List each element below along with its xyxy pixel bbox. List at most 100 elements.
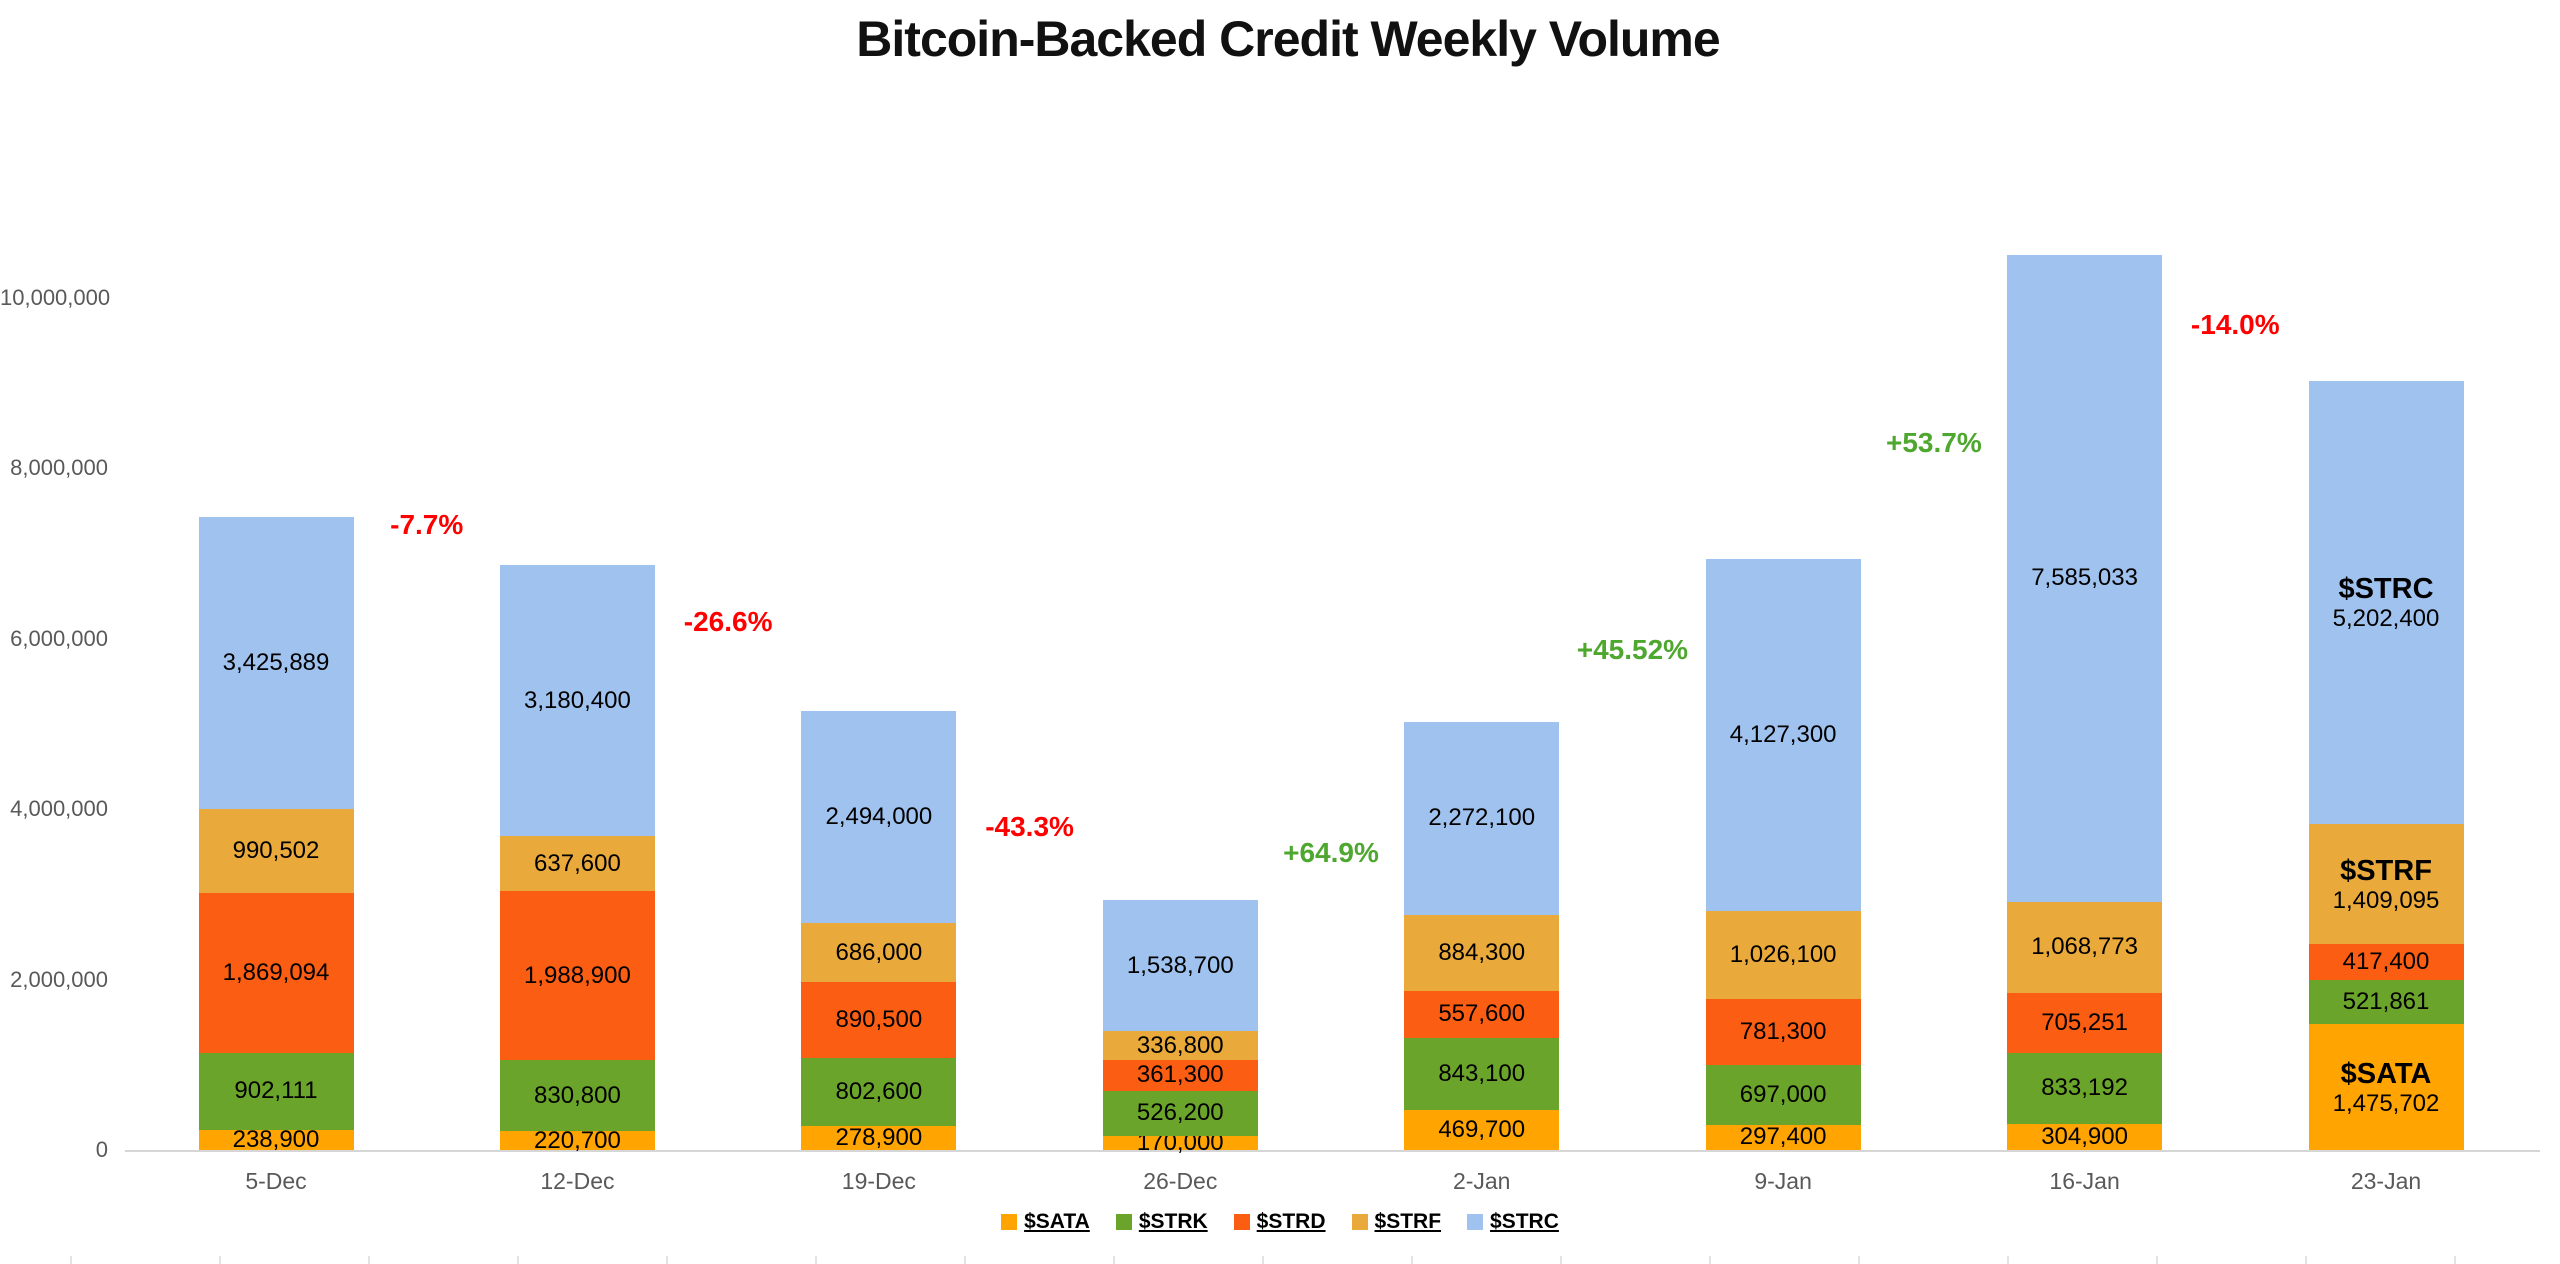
- bar-segment-value: 3,425,889: [222, 648, 330, 676]
- bar-segment-value: 1,475,702: [2332, 1090, 2440, 1118]
- bar-segment-strf: 1,068,773: [2007, 901, 2163, 993]
- bar-segment-sata: 220,700: [499, 1127, 655, 1153]
- bottom-tick: [1411, 1256, 1413, 1264]
- y-axis-tick-label: 4,000,000: [10, 796, 108, 821]
- x-axis-category-label: 5-Dec: [245, 1168, 307, 1194]
- bar-segment-value: 7,585,033: [2031, 564, 2138, 592]
- legend-label: $STRD: [1256, 1210, 1326, 1233]
- legend-swatch: [1351, 1214, 1368, 1230]
- y-axis-tick-label: 6,000,000: [10, 625, 108, 651]
- bar-segment-value: 781,300: [1739, 1017, 1827, 1045]
- legend-label: $STRK: [1138, 1210, 1208, 1233]
- bar-segment-value: 2,272,100: [1428, 804, 1536, 832]
- bottom-tick: [964, 1256, 966, 1264]
- bar-segment-sata: 304,900: [2007, 1123, 2163, 1150]
- bar-segment-strk: 697,000: [1705, 1065, 1861, 1125]
- bar-segment-value: 990,502: [232, 837, 320, 865]
- pct-change-label: +64.9%: [1283, 837, 1379, 869]
- bar-segment-name: $STRF: [2340, 855, 2432, 888]
- bottom-tick: [2454, 1256, 2456, 1264]
- legend-swatch: [1233, 1214, 1250, 1230]
- legend: $SATA $STRK $STRD $STRF $STRC: [0, 1210, 2560, 1234]
- bar-segment-value: 5,202,400: [2332, 605, 2440, 633]
- bar-segment-name: $SATA: [2340, 1058, 2432, 1091]
- bar-segment-strf: 686,000: [801, 923, 957, 982]
- bar-segment-value: 297,400: [1739, 1123, 1827, 1151]
- x-axis-category-label: 12-Dec: [540, 1168, 615, 1194]
- bar-segment-value: 336,800: [1136, 1031, 1224, 1059]
- x-axis-category-label: 16-Jan: [2049, 1168, 2120, 1194]
- bar-segment-sata: 238,900: [198, 1125, 354, 1153]
- bottom-tick: [815, 1256, 817, 1264]
- legend-label: $SATA: [1024, 1210, 1090, 1233]
- bar-stack-12-dec: 220,700 830,800 1,988,900 637,600 3,180,400: [499, 565, 655, 1153]
- bar-segment-value: 220,700: [534, 1126, 621, 1154]
- bar-segment-value: 843,100: [1438, 1060, 1526, 1088]
- bar-segment-strc: 1,538,700: [1102, 899, 1258, 1032]
- bar-segment-name: $STRC: [2338, 573, 2434, 606]
- pct-change-label: -14.0%: [2190, 308, 2280, 340]
- bar-segment-strd: 1,988,900: [499, 890, 655, 1061]
- bar-segment-value: 1,026,100: [1729, 940, 1837, 968]
- bar-segment-value: 884,300: [1438, 938, 1526, 966]
- bar-segment-value: 526,200: [1136, 1099, 1224, 1127]
- bottom-tick: [2305, 1256, 2307, 1264]
- bar-stack-19-dec: 278,900 802,600 890,500 686,000 2,494,000: [801, 710, 957, 1151]
- bottom-tick: [1709, 1256, 1711, 1264]
- bar-segment-strc: 4,127,300: [1705, 559, 1861, 912]
- bar-segment-value: 1,068,773: [2031, 933, 2138, 961]
- bottom-tick: [2007, 1256, 2009, 1264]
- bar-segment-value: 2,494,000: [825, 803, 933, 831]
- bar-segment-strd: 417,400: [2308, 944, 2464, 980]
- bottom-tick: [1113, 1256, 1115, 1264]
- legend-item-strd: $STRD: [1233, 1210, 1326, 1234]
- bar-segment-value: 304,900: [2041, 1123, 2128, 1150]
- legend-swatch: [1115, 1214, 1132, 1230]
- bar-segment-strd: 557,600: [1404, 990, 1560, 1039]
- legend-item-strk: $STRK: [1115, 1210, 1208, 1234]
- bar-segment-strf: 336,800: [1102, 1031, 1258, 1060]
- bar-segment-strk: 830,800: [499, 1060, 655, 1132]
- bar-segment-value: 238,900: [232, 1125, 320, 1153]
- bar-stack-2-jan: 469,700 843,100 557,600 884,300 2,272,100: [1404, 721, 1560, 1150]
- bar-segment-value: 637,600: [534, 849, 621, 877]
- bar-segment-sata: $SATA 1,475,702: [2308, 1024, 2464, 1150]
- bar-segment-value: 890,500: [835, 1005, 923, 1033]
- bar-segment-strf: 1,026,100: [1705, 911, 1861, 999]
- bar-stack-5-dec: 238,900 902,111 1,869,094 990,502 3,425,889: [198, 516, 354, 1153]
- legend-swatch: [1467, 1214, 1484, 1230]
- bar-segment-sata: 469,700: [1404, 1109, 1560, 1150]
- bar-stack-26-dec: 170,000 526,200 361,300 336,800 1,538,700: [1102, 899, 1258, 1155]
- chart-title: Bitcoin-Backed Credit Weekly Volume: [856, 11, 1720, 67]
- bar-segment-strk: 843,100: [1404, 1038, 1560, 1110]
- bar-segment-strk: 833,192: [2007, 1052, 2163, 1124]
- pct-change-label: +45.52%: [1576, 634, 1689, 666]
- x-axis-category-label: 9-Jan: [1754, 1168, 1812, 1194]
- bar-segment-strf: 884,300: [1404, 915, 1560, 991]
- bar-segment-value: 3,180,400: [524, 686, 631, 714]
- bar-segment-strk: 802,600: [801, 1057, 957, 1127]
- bar-segment-value: 705,251: [2041, 1008, 2128, 1036]
- bar-segment-strc: 3,180,400: [499, 565, 655, 837]
- bar-segment-strd: 1,869,094: [198, 893, 354, 1053]
- bar-segment-value: 802,600: [835, 1078, 923, 1106]
- bottom-tick: [70, 1256, 72, 1264]
- bar-segment-strc: 2,494,000: [801, 710, 957, 924]
- bar-segment-sata: 278,900: [801, 1125, 957, 1151]
- bar-stack-16-jan: 304,900 833,192 705,251 1,068,773 7,585,033: [2007, 255, 2163, 1150]
- bar-segment-strc: $STRC 5,202,400: [2308, 380, 2464, 824]
- bar-segment-value: 1,538,700: [1126, 951, 1234, 979]
- bar-stack-9-jan: 297,400 697,000 781,300 1,026,100 4,127,300: [1705, 559, 1861, 1151]
- pct-change-label: -7.7%: [390, 509, 464, 541]
- bar-segment-sata: 297,400: [1705, 1123, 1861, 1151]
- bottom-tick: [219, 1256, 221, 1264]
- x-axis-line: [125, 1150, 2540, 1152]
- legend-swatch: [1001, 1214, 1018, 1230]
- x-axis-category-label: 2-Jan: [1452, 1168, 1511, 1194]
- legend-item-strf: $STRF: [1351, 1210, 1441, 1234]
- bar-segment-strf: 637,600: [499, 836, 655, 891]
- bottom-tick: [1262, 1256, 1264, 1264]
- bottom-tick: [368, 1256, 370, 1264]
- bar-segment-strk: 521,861: [2308, 979, 2464, 1025]
- y-axis-tick-label: 2,000,000: [10, 966, 108, 992]
